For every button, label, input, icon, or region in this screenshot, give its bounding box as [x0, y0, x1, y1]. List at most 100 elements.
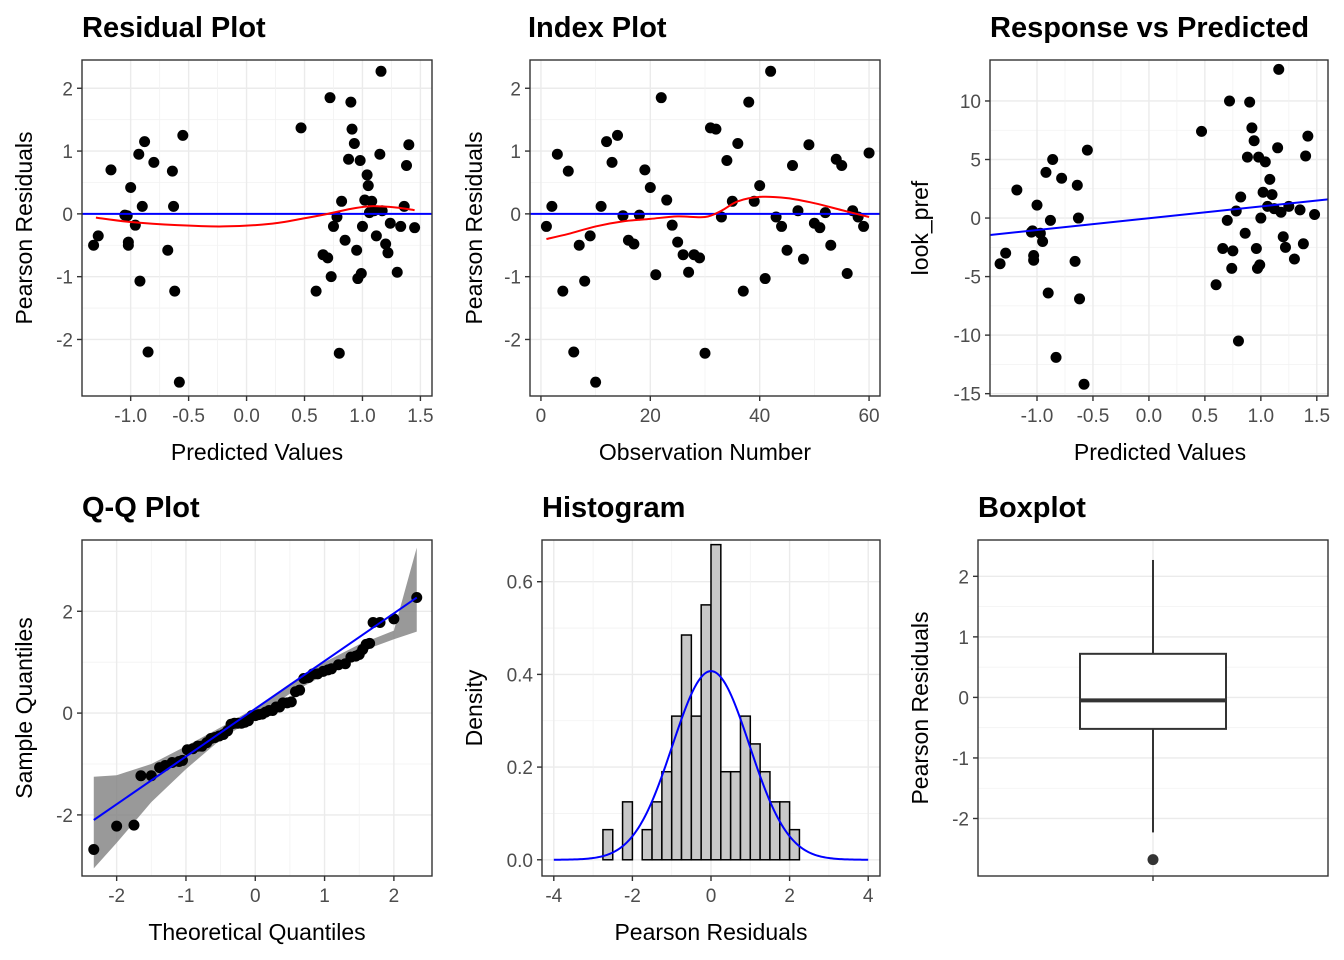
data-point	[92, 230, 104, 242]
normal-density-curve	[553, 670, 869, 861]
x-axis-label: Pearson Residuals	[614, 919, 807, 945]
histogram-bar	[680, 634, 693, 861]
data-point	[683, 266, 695, 278]
panel-border	[529, 59, 881, 397]
data-point	[595, 200, 607, 212]
x-tick-label: 1.0	[1248, 406, 1274, 427]
y-tick-label: 0.6	[507, 573, 533, 594]
data-point	[125, 181, 137, 193]
data-point	[803, 139, 815, 151]
data-point	[366, 195, 378, 207]
panel-title: Residual Plot	[82, 12, 266, 44]
histogram-bar	[739, 715, 752, 861]
x-tick-label: 20	[640, 406, 661, 427]
y-axis-label: Density	[461, 669, 487, 746]
data-point	[374, 148, 386, 160]
histogram-bar	[759, 770, 771, 861]
data-point	[1221, 214, 1233, 226]
regression-fit-line	[990, 198, 1328, 237]
y-tick-label: 10	[960, 92, 981, 113]
data-point	[863, 147, 875, 159]
panel-border	[81, 59, 433, 397]
data-point	[726, 195, 738, 207]
data-point	[1246, 122, 1258, 134]
plot-area	[553, 543, 869, 861]
data-point	[825, 239, 837, 251]
data-point	[88, 844, 100, 856]
data-point	[699, 347, 711, 359]
panel-title: Q-Q Plot	[82, 492, 200, 524]
histogram-bar	[690, 715, 702, 861]
data-point	[135, 770, 147, 782]
data-point	[121, 210, 133, 222]
y-tick-label: -1	[952, 749, 969, 770]
data-point	[787, 160, 798, 172]
y-tick-label: -1	[504, 268, 521, 289]
y-tick-label: 1	[62, 142, 73, 163]
data-point	[1257, 186, 1269, 198]
data-point	[639, 164, 651, 176]
plot-area	[990, 63, 1328, 390]
data-point	[375, 65, 387, 77]
x-tick-label: 0.0	[1136, 406, 1162, 427]
y-axis-label: Pearson Residuals	[11, 131, 37, 324]
x-tick-label: -4	[545, 886, 562, 907]
data-point	[1081, 144, 1093, 156]
x-tick-label: 1.5	[407, 406, 433, 427]
data-point	[1277, 231, 1289, 243]
loess-smooth-curve	[546, 195, 870, 240]
data-point	[1224, 95, 1236, 107]
data-point	[1294, 204, 1306, 216]
data-point	[1078, 378, 1090, 390]
data-point	[295, 122, 307, 134]
data-point	[1297, 238, 1309, 250]
panel-1: -2 -1 0 1 2 -1.0 -0.5 0.0 0.5 1.0 1.5 Residual Plot…	[11, 12, 434, 465]
plot-area	[530, 65, 880, 388]
data-point	[677, 249, 689, 261]
y-tick-label: 2	[510, 79, 521, 100]
data-point	[590, 376, 602, 388]
data-point	[1072, 212, 1084, 224]
data-point	[310, 285, 322, 297]
y-tick-label: 0	[62, 205, 73, 226]
data-point	[1210, 279, 1222, 291]
data-point	[546, 200, 558, 212]
data-point	[797, 253, 809, 265]
data-point	[1044, 214, 1056, 226]
x-tick-label: 0	[536, 406, 547, 427]
data-point	[105, 164, 117, 176]
x-axis-label: Predicted Values	[1074, 439, 1246, 465]
data-point	[324, 92, 336, 104]
y-tick-label: -15	[954, 385, 981, 406]
x-tick-label: 1.5	[1304, 406, 1330, 427]
data-point	[1309, 209, 1321, 221]
y-tick-label: 2	[62, 602, 73, 623]
data-point	[361, 169, 373, 181]
data-point	[672, 236, 684, 248]
data-point	[612, 129, 623, 141]
x-tick-label: -1.0	[1021, 406, 1054, 427]
data-point	[139, 136, 151, 148]
data-point	[382, 247, 394, 259]
x-tick-label: 0.0	[233, 406, 259, 427]
loess-smooth-curve	[95, 205, 415, 228]
y-tick-label: -2	[504, 330, 521, 351]
data-point	[285, 696, 297, 708]
data-point	[1037, 235, 1049, 247]
data-point	[1074, 293, 1086, 305]
histogram-bar	[788, 828, 801, 861]
histogram-bar	[670, 715, 683, 861]
data-point	[743, 96, 755, 108]
data-point	[655, 92, 667, 104]
x-tick-label: 0	[250, 886, 261, 907]
data-point	[584, 230, 596, 242]
data-point	[776, 220, 788, 232]
data-point	[732, 138, 744, 150]
panel-3: -15 -10 -5 0 5 10 -1.0 -0.5 0.0 0.5 1.0 1.5 Response…	[907, 12, 1330, 465]
data-point	[354, 154, 366, 166]
data-point	[1230, 205, 1242, 217]
y-tick-label: 0.4	[507, 665, 534, 686]
data-point	[765, 65, 777, 77]
data-point	[1069, 255, 1081, 267]
